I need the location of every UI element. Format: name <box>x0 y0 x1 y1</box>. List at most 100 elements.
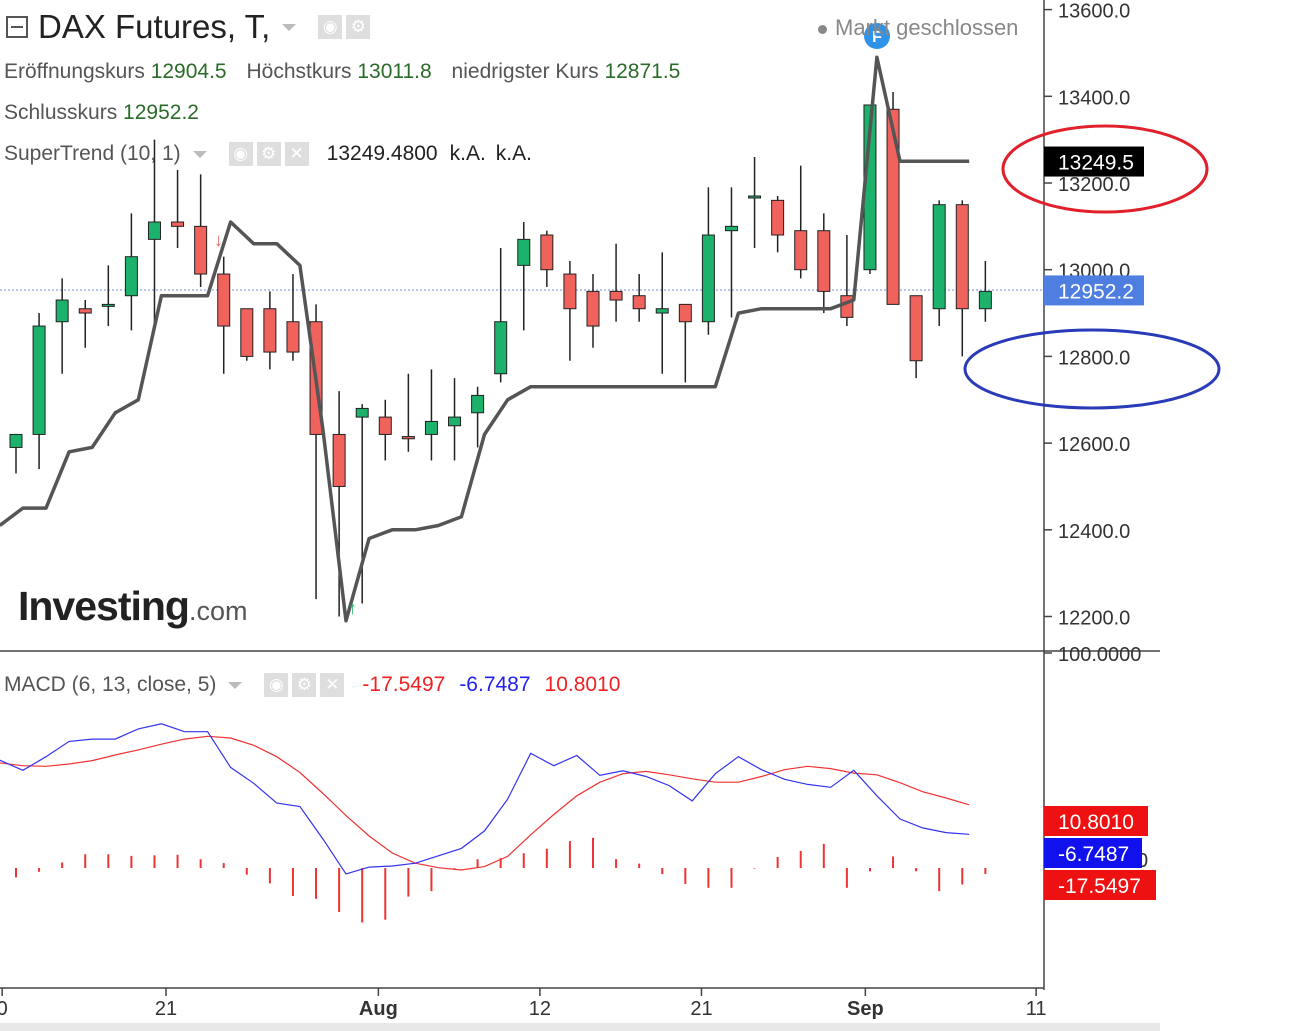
price-tick-label: 12800.0 <box>1058 347 1130 369</box>
supertrend-legend: SuperTrend (10, 1) ◉ ⚙ ✕ 13249.4800 k.A.… <box>4 142 532 166</box>
candle-down <box>286 321 300 353</box>
candle-up <box>124 256 138 297</box>
candle-down <box>632 295 646 310</box>
supertrend-price-label-box <box>1044 146 1144 177</box>
candle-up <box>9 433 23 448</box>
candle-up <box>748 195 762 199</box>
gear-icon[interactable]: ⚙ <box>292 673 317 697</box>
eye-icon[interactable]: ◉ <box>228 142 253 166</box>
chevron-down-icon[interactable] <box>228 681 243 689</box>
macd-legend: MACD (6, 13, close, 5) ◉ ⚙ ✕ -17.5497 -6… <box>4 673 620 697</box>
candle-down <box>909 295 923 362</box>
time-axis-labels: 0 21 Aug 12 21 Sep 11 <box>0 988 1047 1020</box>
candle-down <box>840 295 854 318</box>
macd-value-2: -6.7487 <box>459 673 531 696</box>
last-price-label: 12952.2 <box>1058 280 1134 303</box>
macd-value-1: -17.5497 <box>362 673 446 696</box>
candle-down <box>217 273 231 327</box>
candle-up <box>147 221 161 240</box>
candle-up <box>55 299 69 323</box>
candle-down <box>194 225 208 275</box>
candle-down <box>540 234 554 271</box>
scrollbar[interactable] <box>0 1023 1160 1031</box>
candle-down <box>794 230 808 271</box>
candle-up <box>655 308 669 314</box>
event-marker-letter: F <box>872 29 882 46</box>
candle-down <box>171 221 185 227</box>
price-tick-label: 12600.0 <box>1058 434 1130 456</box>
price-tick-label: 13600.0 <box>1058 1 1130 23</box>
candle-down <box>240 308 254 357</box>
candle-up <box>101 303 115 307</box>
supertrend-markers: ↓ ↑ F <box>214 23 890 618</box>
time-tick-label: 0 <box>0 998 8 1020</box>
candle-up <box>32 325 46 435</box>
time-tick-label: 21 <box>690 998 712 1020</box>
logo-suffix: .com <box>188 596 248 626</box>
candle-down <box>78 308 92 314</box>
candle-down <box>332 433 346 487</box>
candle-up <box>355 407 369 418</box>
status-dot-icon <box>818 24 827 34</box>
gear-icon[interactable]: ⚙ <box>256 142 281 166</box>
close-label: Schlusskurs <box>4 101 118 124</box>
low-value: 12871.5 <box>604 60 681 83</box>
time-tick-label: 12 <box>529 998 551 1020</box>
candle-down <box>401 436 415 440</box>
close-icon[interactable]: ✕ <box>320 673 345 697</box>
candle-up <box>517 238 531 266</box>
macd-line-label: -6.7487 <box>1058 843 1129 866</box>
macd-line <box>0 723 970 875</box>
investing-logo: Investing.com <box>18 583 248 630</box>
title-row: DAX Futures, T, ◉ ⚙ <box>6 8 371 46</box>
macd-signal-label: 10.8010 <box>1058 811 1134 834</box>
close-value: 12952.2 <box>123 101 199 124</box>
blue-annotation-ellipse <box>963 328 1221 410</box>
symbol-title: DAX Futures, T, <box>38 8 271 45</box>
candle-down <box>817 230 831 292</box>
time-tick-label: Aug <box>359 998 398 1020</box>
supertrend-price-label: 13249.5 <box>1058 152 1134 175</box>
eye-icon[interactable]: ◉ <box>318 15 343 39</box>
candle-down <box>378 416 392 435</box>
candle-down <box>263 308 277 353</box>
candle-up <box>978 290 992 310</box>
candle-up <box>724 225 738 232</box>
chevron-down-icon[interactable] <box>282 23 297 31</box>
price-tick-label: 13400.0 <box>1058 87 1130 109</box>
close-icon[interactable]: ✕ <box>284 142 309 166</box>
chevron-down-icon[interactable] <box>192 150 207 158</box>
macd-signal-label-box <box>1044 806 1148 836</box>
high-label: Höchstkurs <box>246 60 352 83</box>
candle-down <box>678 303 692 323</box>
macd-label: MACD (6, 13, close, 5) <box>4 673 217 696</box>
collapse-icon[interactable] <box>6 16 28 38</box>
time-tick-label: 21 <box>155 998 177 1020</box>
macd-hist-label-box <box>1044 870 1156 900</box>
candle-up <box>701 234 715 323</box>
time-tick-label: Sep <box>847 998 884 1020</box>
macd-line-label-box <box>1044 838 1142 868</box>
ohlc-row: Eröffnungskurs 12904.5 Höchstkurs 13011.… <box>4 60 694 84</box>
event-marker-icon[interactable] <box>864 23 890 49</box>
high-value: 13011.8 <box>357 60 432 83</box>
candle-up <box>448 416 462 427</box>
eye-icon[interactable]: ◉ <box>264 673 289 697</box>
candle-down <box>563 273 577 310</box>
supertrend-na-1: k.A. <box>449 142 486 165</box>
price-labels: 13249.5 12952.2 10.8010 -6.7487 -17.5497 <box>1044 146 1156 900</box>
candle-up <box>471 394 485 414</box>
candle-up <box>494 321 508 375</box>
price-tick-label: 12200.0 <box>1058 608 1130 630</box>
open-label: Eröffnungskurs <box>4 60 145 83</box>
supertrend-na-2: k.A. <box>495 142 532 165</box>
low-label: niedrigster Kurs <box>451 60 599 83</box>
candle-down <box>609 290 623 301</box>
logo-name: Investing <box>18 583 190 629</box>
gear-icon[interactable]: ⚙ <box>346 15 371 39</box>
supertrend-value: 13249.4800 <box>326 142 438 165</box>
candle-down <box>771 199 785 236</box>
red-annotation-ellipse <box>1001 124 1209 214</box>
macd-histogram <box>15 837 987 923</box>
